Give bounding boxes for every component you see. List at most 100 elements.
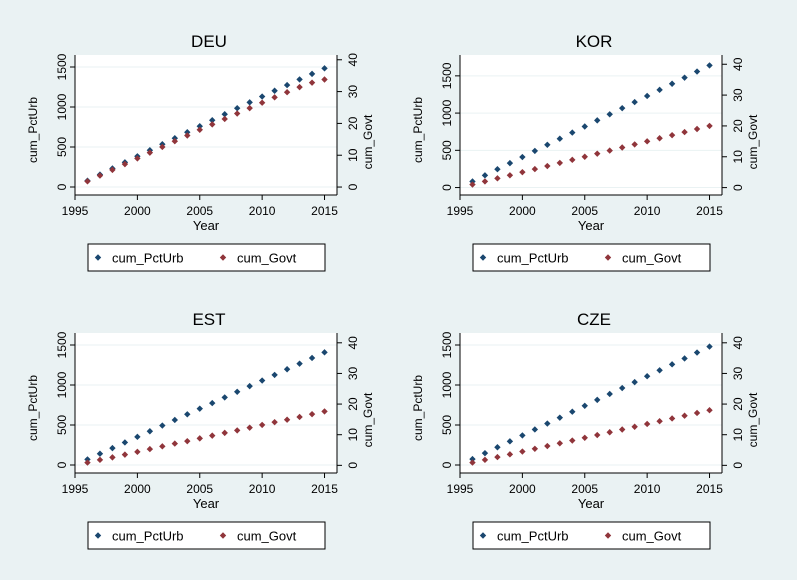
data-point-cum-govt [693, 125, 701, 133]
legend-marker-cum-pcturb [94, 254, 102, 261]
data-point-cum-pcturb [109, 444, 116, 452]
data-point-cum-pcturb [121, 439, 129, 446]
x-tick-label: 2005 [186, 482, 213, 496]
data-point-cum-govt [159, 443, 166, 450]
chart-title: KOR [576, 32, 613, 51]
legend-box [87, 243, 326, 272]
y-left-axis-label: cum_PctUrb [411, 375, 425, 441]
data-point-cum-pcturb [631, 98, 638, 106]
data-point-cum-pcturb [556, 414, 564, 421]
y-left-tick-label: 500 [55, 137, 69, 157]
x-tick-label: 2005 [571, 204, 598, 218]
y-right-tick-label: 40 [346, 336, 360, 350]
data-point-cum-govt [171, 138, 179, 145]
data-point-cum-govt [134, 448, 141, 456]
data-point-cum-govt [544, 442, 551, 450]
x-axis-label: Year [193, 496, 220, 511]
data-point-cum-pcturb [494, 444, 501, 451]
data-point-cum-govt [556, 440, 564, 447]
data-point-cum-pcturb [308, 354, 316, 362]
data-point-cum-pcturb [283, 366, 291, 373]
data-point-cum-govt [121, 160, 129, 168]
y-left-tick-label: 500 [440, 140, 454, 160]
data-point-cum-govt [283, 89, 291, 96]
legend-marker-cum-pcturb [479, 254, 487, 261]
x-tick-label: 2010 [249, 204, 276, 218]
data-point-cum-govt [321, 408, 328, 415]
data-point-cum-govt [531, 165, 539, 173]
data-point-cum-govt [246, 104, 253, 112]
data-point-cum-govt [519, 168, 526, 176]
y-right-tick-label: 20 [346, 116, 360, 130]
y-left-tick-label: 1500 [440, 62, 454, 89]
data-point-cum-pcturb [569, 408, 576, 415]
plot-area [75, 333, 337, 473]
data-point-cum-govt [296, 83, 303, 91]
data-point-cum-pcturb [544, 141, 551, 149]
chart-title: EST [192, 310, 225, 329]
data-point-cum-govt [308, 79, 316, 86]
data-point-cum-pcturb [693, 349, 701, 356]
data-point-cum-govt [519, 448, 526, 455]
y-right-tick-label: 30 [346, 85, 360, 99]
legend-box [472, 243, 711, 272]
y-left-tick-label: 1000 [55, 93, 69, 120]
y-right-tick-label: 30 [731, 88, 745, 102]
data-point-cum-pcturb [258, 93, 266, 100]
y-left-tick-label: 0 [440, 461, 454, 468]
data-point-cum-govt [506, 172, 514, 179]
y-left-tick-label: 1000 [55, 371, 69, 398]
y-left-tick-label: 0 [55, 461, 69, 468]
legend-label: cum_Govt [622, 251, 682, 266]
data-point-cum-govt [96, 172, 104, 179]
y-right-tick-label: 0 [731, 184, 745, 191]
data-point-cum-govt [109, 166, 116, 174]
data-point-cum-govt [681, 128, 688, 136]
data-point-cum-pcturb [494, 166, 501, 173]
data-point-cum-pcturb [481, 172, 489, 179]
legend-label: cum_PctUrb [497, 251, 569, 266]
data-point-cum-pcturb [96, 450, 104, 457]
y-right-tick-label: 0 [731, 462, 745, 469]
x-axis-label: Year [578, 496, 605, 511]
data-point-cum-govt [196, 126, 203, 133]
y-right-axis-label: cum_Govt [746, 392, 760, 447]
data-point-cum-govt [246, 424, 253, 431]
data-point-cum-pcturb [481, 449, 489, 457]
data-point-cum-govt [321, 76, 328, 83]
data-point-cum-govt [221, 115, 228, 123]
x-axis-label: Year [193, 218, 220, 233]
data-point-cum-govt [706, 122, 713, 130]
data-point-cum-pcturb [581, 402, 588, 409]
data-point-cum-pcturb [271, 371, 278, 379]
data-point-cum-pcturb [506, 159, 514, 167]
data-point-cum-govt [258, 99, 266, 106]
data-point-cum-pcturb [171, 416, 179, 424]
x-tick-label: 2015 [311, 482, 338, 496]
data-point-cum-pcturb [706, 62, 713, 69]
data-point-cum-pcturb [159, 422, 166, 429]
data-point-cum-govt [594, 150, 601, 157]
x-tick-label: 1995 [447, 482, 474, 496]
legend-label: cum_Govt [237, 251, 297, 266]
data-point-cum-govt [643, 138, 651, 145]
data-point-cum-pcturb [594, 117, 601, 124]
data-point-cum-pcturb [296, 360, 303, 367]
x-tick-label: 2005 [186, 204, 213, 218]
data-point-cum-pcturb [556, 135, 564, 142]
data-point-cum-pcturb [656, 367, 663, 374]
data-point-cum-pcturb [519, 153, 526, 161]
data-point-cum-pcturb [209, 117, 216, 124]
data-point-cum-pcturb [519, 432, 526, 439]
legend-marker-cum-pcturb [94, 532, 102, 539]
data-point-cum-pcturb [134, 433, 141, 441]
y-right-tick-label: 0 [346, 183, 360, 190]
data-point-cum-pcturb [631, 378, 638, 386]
x-axis-label: Year [578, 218, 605, 233]
y-left-tick-label: 0 [55, 183, 69, 190]
data-point-cum-govt [544, 162, 551, 170]
data-point-cum-pcturb [618, 104, 626, 112]
legend-marker-cum-govt [219, 254, 227, 261]
data-point-cum-pcturb [196, 405, 203, 412]
